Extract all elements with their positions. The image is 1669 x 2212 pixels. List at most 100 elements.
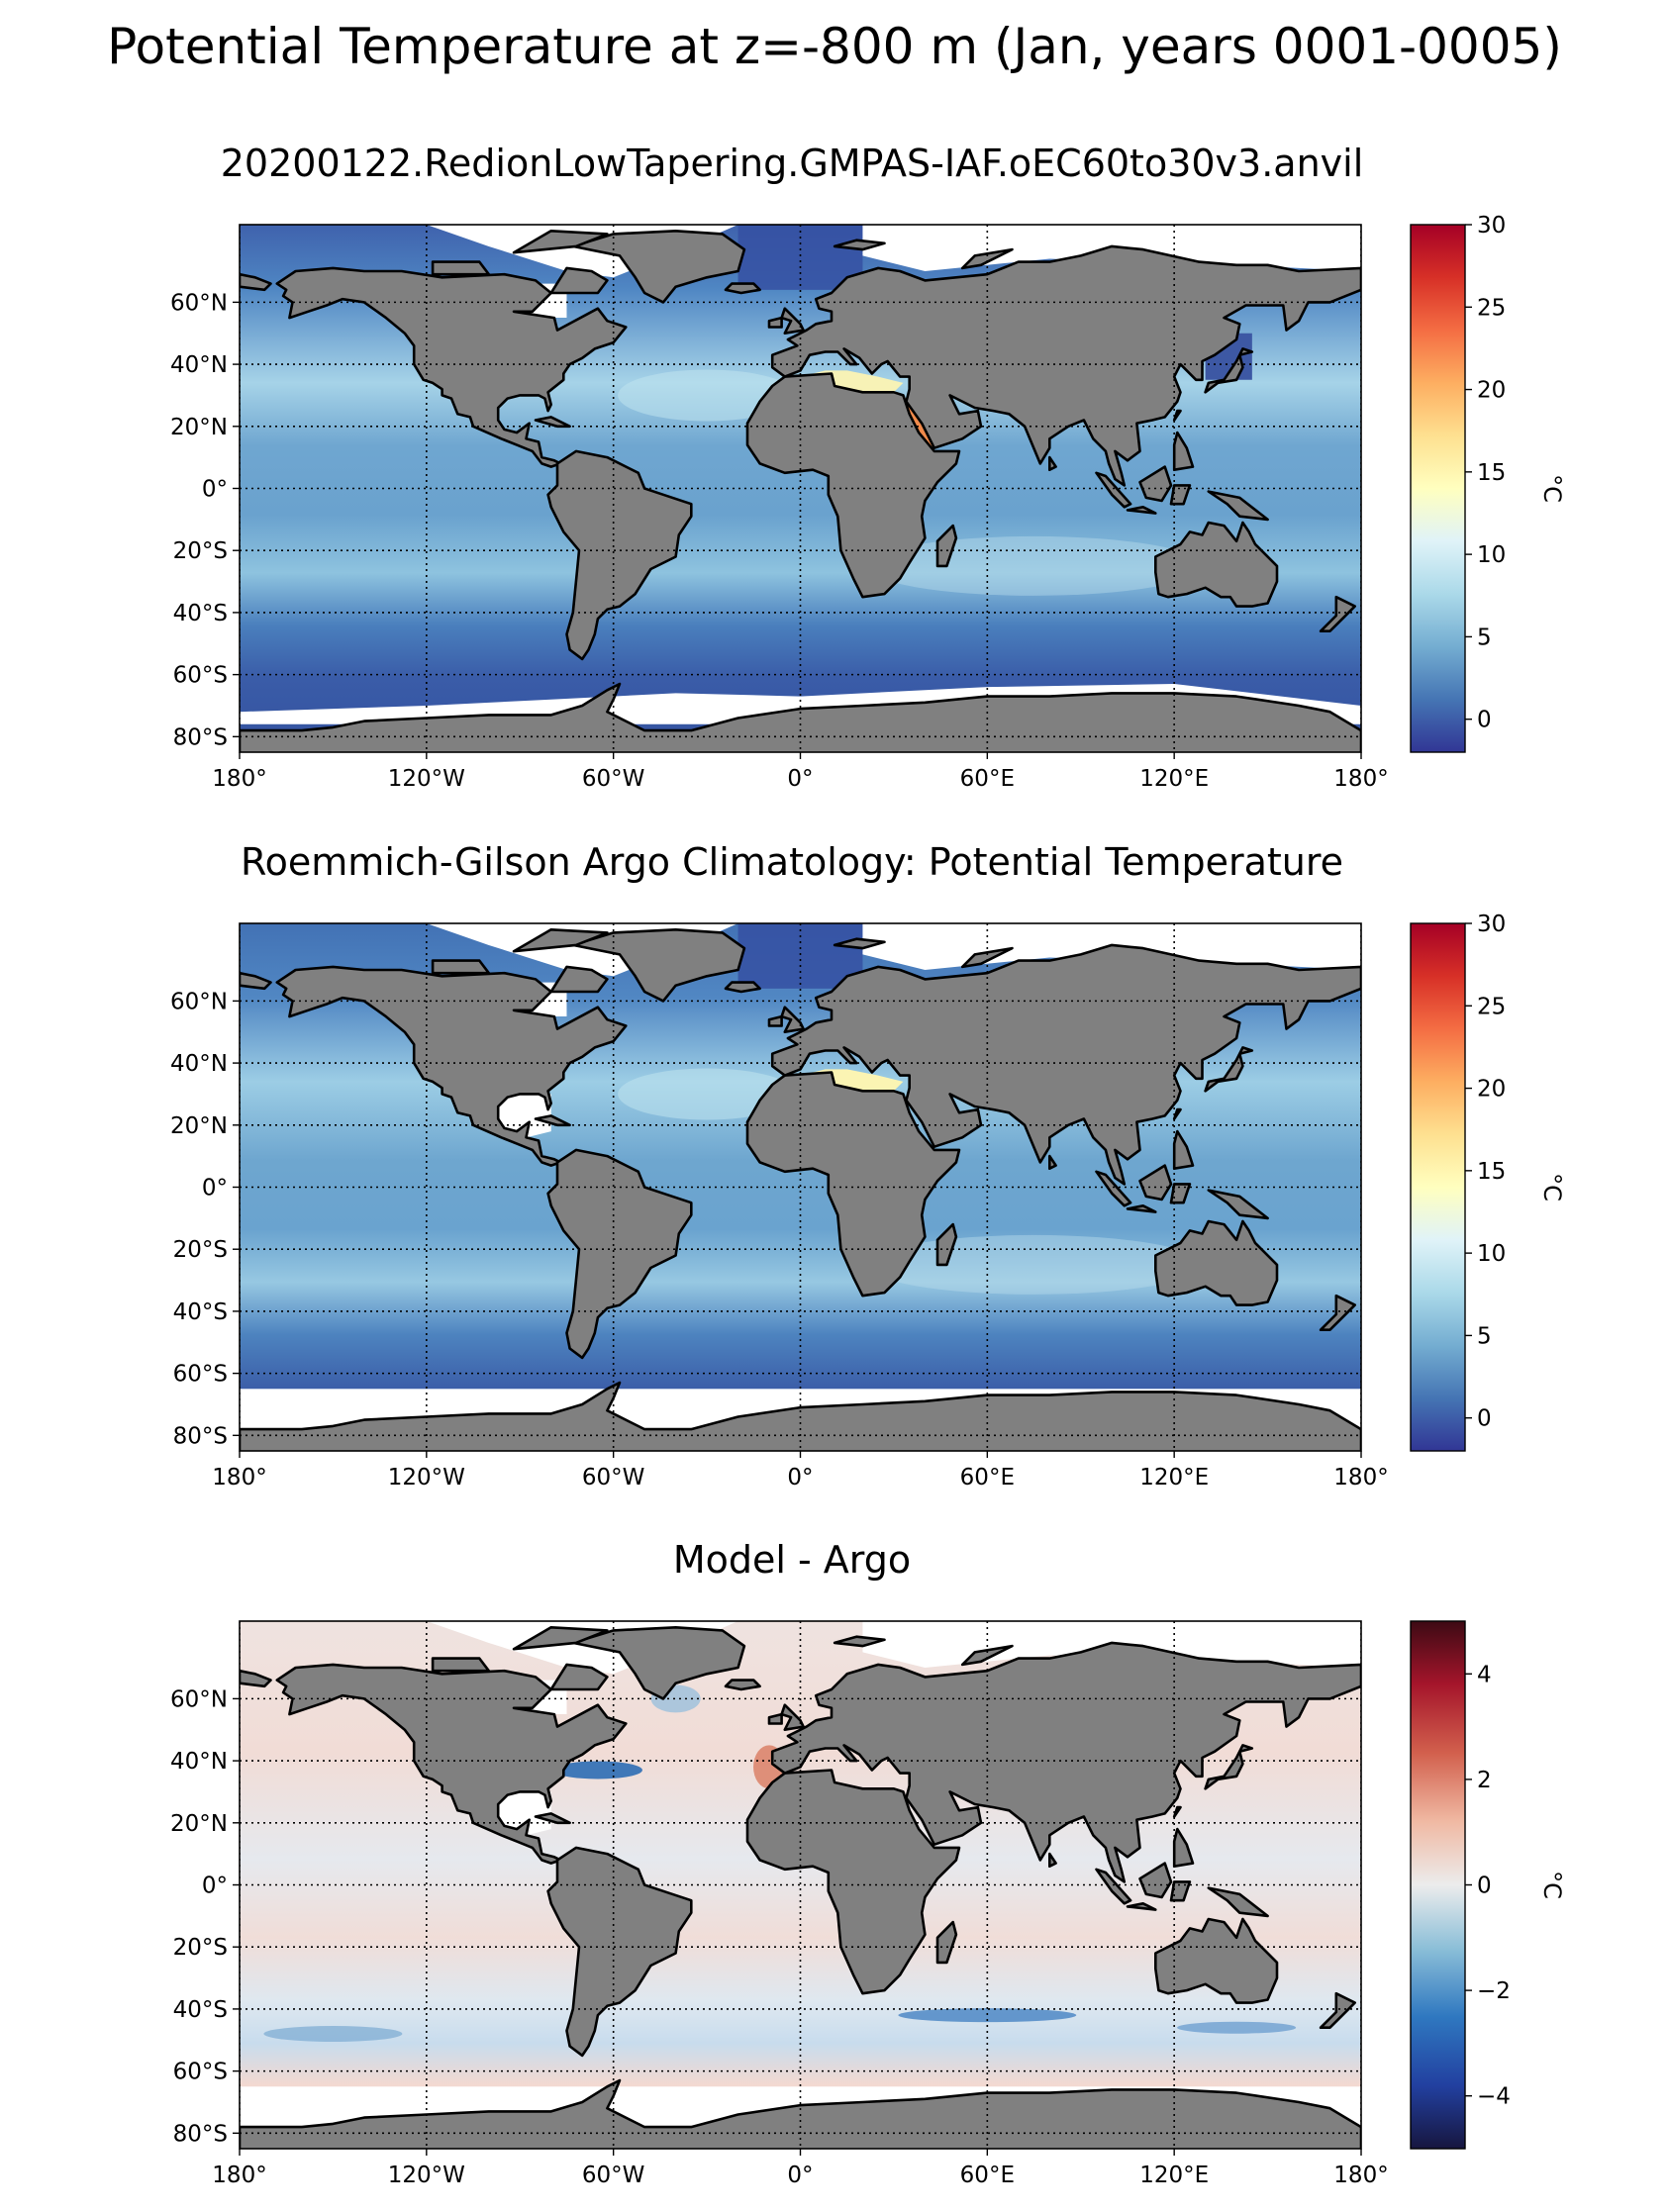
colorbar-tick-label: 25: [1477, 295, 1506, 321]
colorbar-tick-label: −4: [1477, 2084, 1511, 2110]
colorbar-tick-label: 15: [1477, 1159, 1506, 1185]
y-tick-label: 80°S: [173, 724, 228, 750]
land-ireland: [767, 1014, 783, 1027]
colorbar-tick-label: 2: [1477, 1768, 1492, 1793]
x-tick-label: 0°: [787, 766, 813, 792]
land-australia: [1154, 1917, 1279, 2004]
land-eurasia: [770, 1641, 1361, 1883]
land-greenland: [571, 927, 746, 1003]
land-japan: [1204, 1046, 1254, 1093]
land-java: [1126, 1902, 1157, 1911]
x-tick-label: 60°E: [960, 2163, 1015, 2188]
x-tick-label: 60°E: [960, 766, 1015, 792]
land-new-guinea: [1207, 1886, 1269, 1918]
land-japan: [1204, 1744, 1254, 1790]
gulf-of-mexico-missing-data: [495, 1791, 551, 1836]
land-cuba: [534, 1812, 571, 1825]
land-eurasia: [770, 943, 1361, 1186]
land-taiwan: [1172, 409, 1182, 422]
x-tick-label: 120°W: [388, 1465, 465, 1491]
land-uk: [780, 307, 805, 336]
x-tick-label: 120°E: [1139, 766, 1209, 792]
colorbar-ramp: [1410, 922, 1466, 1452]
y-tick-label: 0°: [202, 1874, 228, 1899]
land-new-zealand: [1319, 1991, 1356, 2029]
colorbar-label: °C: [1538, 1871, 1566, 1899]
land-africa: [745, 1071, 961, 1298]
graticule: [240, 1621, 1361, 2149]
land-chukotka: [240, 1669, 272, 1688]
map-panel-2: 180° 120°W 60°W 0° 60°E 120°E 180° 60°N 40°N 20°N…: [170, 912, 1566, 1491]
x-tick-label: 180°: [212, 2163, 266, 2188]
panel-3-title: Model - Argo: [672, 1538, 912, 1582]
land-baffin: [549, 1663, 609, 1691]
y-tick-label: 40°S: [173, 1997, 228, 2023]
land-north-america: [275, 1663, 628, 1865]
x-tick-label: 0°: [787, 2163, 813, 2188]
y-tick-label: 40°S: [173, 601, 228, 626]
land-java: [1126, 1204, 1157, 1213]
colorbar-tick-label: 30: [1477, 213, 1506, 239]
land-madagascar: [935, 1222, 958, 1267]
land-java: [1126, 505, 1157, 515]
land-madagascar: [935, 524, 958, 568]
land-taiwan: [1172, 1805, 1182, 1818]
land-baffin: [549, 965, 609, 994]
land-ellesmere: [512, 1626, 609, 1651]
land-ireland: [767, 316, 783, 329]
x-tick-label: 180°: [1333, 2163, 1388, 2188]
map-panel-1: 180° 120°W 60°W 0° 60°E 120°E 180° 60°N 40°N 20°N…: [170, 213, 1566, 792]
panel-2-title: Roemmich-Gilson Argo Climatology: Potent…: [240, 840, 1344, 884]
land-sumatra: [1095, 1170, 1132, 1207]
colorbar-1: 30 25 20 15 10 5 0 °C: [1410, 213, 1566, 753]
y-tick-label: 40°S: [173, 1299, 228, 1325]
map-area: [240, 923, 1361, 1451]
land-africa: [745, 372, 961, 599]
map-area: [240, 225, 1361, 752]
x-tick-label: 120°W: [388, 766, 465, 792]
colorbar-tick-label: 30: [1477, 912, 1506, 937]
x-tick-label: 60°W: [582, 1465, 645, 1491]
land-north-america: [275, 266, 628, 468]
colorbar-3: 4 2 0 −2 −4 °C: [1410, 1620, 1566, 2150]
subtropical-atlantic-warm-patch: [618, 369, 797, 422]
colorbar-label: °C: [1538, 474, 1566, 503]
map-panel-3: 180° 120°W 60°W 0° 60°E 120°E 180° 60°N 40°N 20°N…: [170, 1620, 1566, 2188]
land-philippines: [1172, 1129, 1195, 1170]
y-tick-label: 20°N: [170, 1811, 228, 1837]
land-sri-lanka: [1048, 455, 1057, 472]
land-iceland: [724, 1679, 761, 1691]
land-sri-lanka: [1048, 1154, 1057, 1170]
colorbar-tick-label: 4: [1477, 1662, 1492, 1687]
graticule: [240, 923, 1361, 1451]
colorbar-ramp: [1410, 224, 1466, 753]
land-new-guinea: [1207, 490, 1269, 522]
land-new-zealand: [1319, 595, 1356, 633]
land-iceland: [724, 981, 761, 994]
colorbar-2: 30 25 20 15 10 5 0 °C: [1410, 912, 1566, 1452]
land-north-america: [275, 965, 628, 1167]
land-novaya-zemlya: [960, 946, 1014, 969]
y-tick-label: 0°: [202, 477, 228, 503]
colorbar-tick-label: 5: [1477, 1323, 1492, 1349]
graticule: [240, 225, 1361, 752]
land-victoria-island: [431, 959, 491, 975]
colorbar-tick-label: 25: [1477, 994, 1506, 1019]
land-chukotka: [240, 971, 272, 991]
x-tick-label: 120°E: [1139, 2163, 1209, 2188]
x-tick-label: 180°: [1333, 766, 1388, 792]
colorbar-label: °C: [1538, 1173, 1566, 1202]
colorbar-tick-label: 0: [1477, 1874, 1492, 1899]
x-tick-label: 180°: [1333, 1465, 1388, 1491]
land-borneo: [1138, 465, 1173, 503]
southern-ocean-cold-bias: [898, 2008, 1077, 2023]
y-tick-label: 60°S: [173, 2060, 228, 2085]
y-tick-label: 60°N: [170, 1686, 228, 1712]
colorbar-tick-label: 10: [1477, 1241, 1506, 1267]
colorbar-tick-label: 20: [1477, 378, 1506, 404]
colorbar-tick-label: 15: [1477, 460, 1506, 486]
y-tick-label: 60°S: [173, 663, 228, 689]
y-tick-label: 20°N: [170, 415, 228, 440]
x-tick-label: 60°W: [582, 766, 645, 792]
